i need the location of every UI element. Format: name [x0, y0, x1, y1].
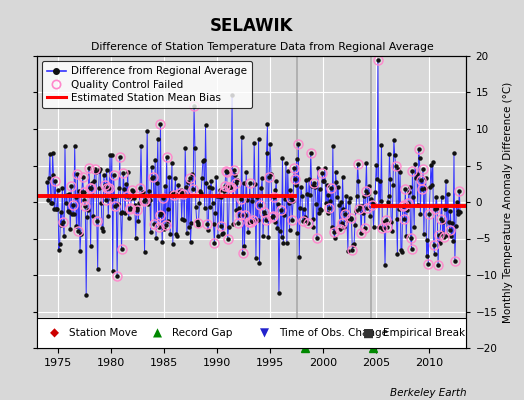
- Text: ▲: ▲: [152, 326, 162, 340]
- Text: Difference of Station Temperature Data from Regional Average: Difference of Station Temperature Data f…: [91, 42, 433, 52]
- Text: ■: ■: [363, 326, 374, 340]
- Text: Record Gap: Record Gap: [172, 328, 233, 338]
- Text: Empirical Break: Empirical Break: [383, 328, 465, 338]
- Title: SELAWIK: SELAWIK: [210, 17, 293, 35]
- Text: ◆: ◆: [50, 326, 59, 340]
- Text: ▼: ▼: [260, 326, 269, 340]
- Text: Time of Obs. Change: Time of Obs. Change: [279, 328, 388, 338]
- Y-axis label: Monthly Temperature Anomaly Difference (°C): Monthly Temperature Anomaly Difference (…: [503, 81, 513, 323]
- Text: Berkeley Earth: Berkeley Earth: [390, 388, 466, 398]
- Legend: Difference from Regional Average, Quality Control Failed, Estimated Station Mean: Difference from Regional Average, Qualit…: [42, 61, 252, 108]
- Text: Station Move: Station Move: [69, 328, 137, 338]
